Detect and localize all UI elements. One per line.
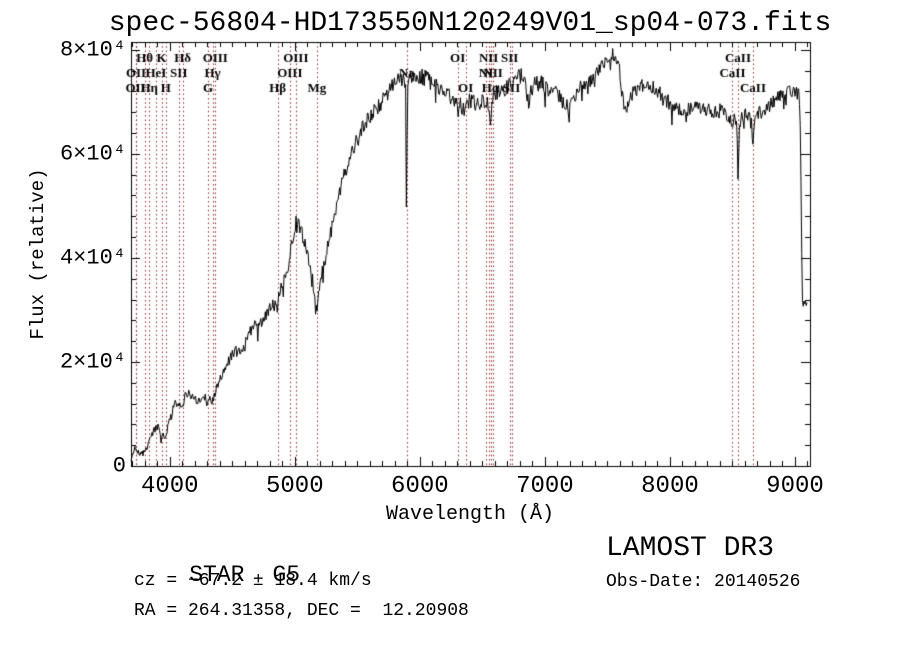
object-type: STAR: [189, 562, 245, 588]
x-tick-label: 5000: [265, 473, 324, 500]
cz-value: cz = −67.2 ± 18.4 km/s: [134, 571, 372, 591]
y-tick-label: 4×10⁴: [59, 245, 126, 271]
survey-label: LAMOST DR3: [606, 533, 775, 564]
obs-date: Obs-Date: 20140526: [606, 572, 801, 592]
y-tick-label: 8×10⁴: [59, 37, 126, 63]
x-tick-label: 7000: [516, 473, 574, 500]
y-tick-label: 2×10⁴: [59, 349, 126, 375]
ra-dec-value: RA = 264.31358, DEC = 12.20908: [134, 601, 469, 621]
y-tick-label: 0: [112, 453, 126, 479]
spectral-subclass: G5: [272, 562, 301, 588]
classification-line: STAR G5: [134, 536, 300, 614]
plot-title: spec-56804-HD173550N120249V01_sp04-073.f…: [108, 8, 832, 39]
x-tick-label: 4000: [140, 473, 199, 500]
x-tick-label: 9000: [766, 473, 824, 500]
y-tick-label: 6×10⁴: [59, 141, 126, 167]
x-tick-label: 8000: [641, 473, 699, 500]
y-axis-title: Flux (relative): [27, 168, 49, 340]
x-axis-title: Wavelength (Å): [385, 503, 555, 526]
x-tick-label: 6000: [391, 473, 449, 500]
